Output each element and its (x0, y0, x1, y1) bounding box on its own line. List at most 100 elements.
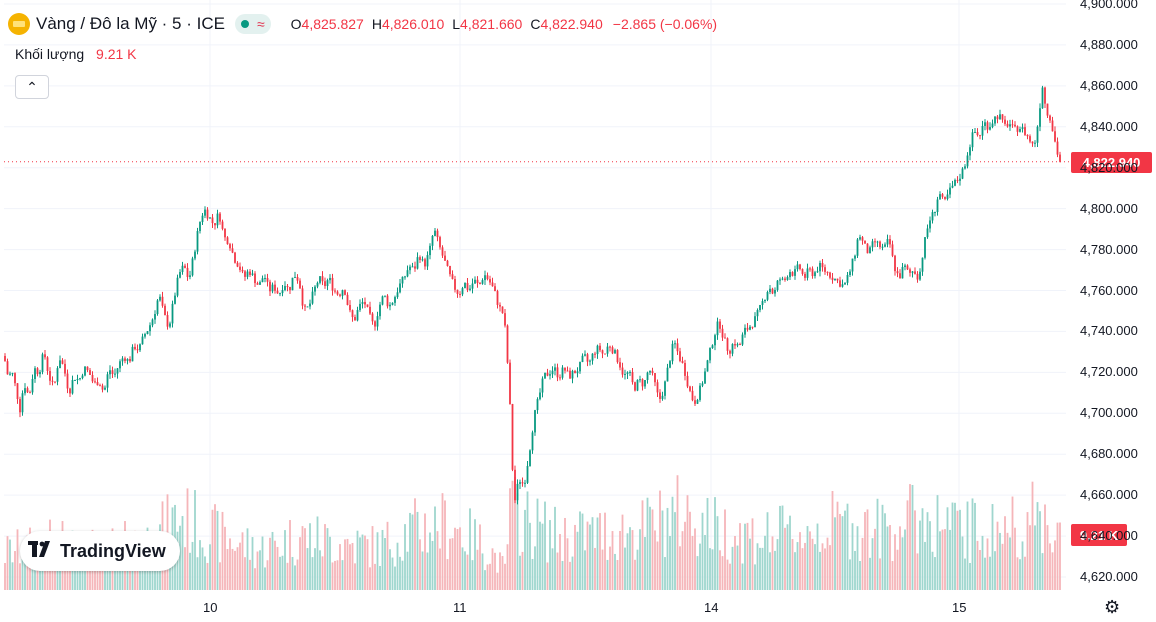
candle-body (1026, 134, 1029, 137)
volume-bar (291, 556, 294, 590)
volume-bar (719, 550, 721, 590)
candle-body (786, 277, 789, 280)
candle-body (14, 373, 16, 384)
volume-bar (154, 564, 156, 590)
candle-body (814, 272, 816, 277)
candle-body (94, 381, 96, 383)
volume-bar (129, 568, 131, 590)
volume-bar (421, 551, 424, 590)
volume-bar (874, 528, 876, 590)
candle-body (19, 399, 21, 413)
candle-body (149, 325, 151, 332)
candle-body (824, 267, 826, 272)
volume-bar (346, 538, 349, 590)
candle-body (596, 345, 599, 355)
candle-body (306, 306, 309, 308)
volume-bar (369, 567, 371, 590)
candle-body (611, 347, 614, 354)
volume-bar (409, 512, 411, 590)
volume-bar (691, 535, 694, 590)
candle-body (1011, 124, 1014, 126)
candle-body (304, 305, 306, 307)
collapse-legend-button[interactable]: ⌃ (15, 75, 49, 99)
candle-body (686, 375, 689, 387)
candle-body (399, 283, 401, 293)
volume-bar (264, 567, 266, 590)
volume-bar (249, 559, 251, 590)
volume-bar (76, 563, 79, 590)
candle-body (391, 302, 394, 305)
volume-bar (599, 513, 601, 590)
candle-body (181, 265, 184, 273)
candle-body (339, 294, 341, 296)
market-status[interactable]: ≈ (234, 14, 271, 34)
candle-body (234, 252, 236, 263)
candle-body (754, 316, 756, 328)
volume-bar (549, 520, 551, 590)
volume-bar (726, 559, 729, 590)
price-tick-label: 4,800.000 (1080, 200, 1138, 216)
volume-bar (961, 536, 964, 590)
candle-body (316, 282, 319, 287)
volume-bar (491, 548, 494, 590)
candle-body (79, 378, 81, 380)
volume-bar (456, 529, 459, 590)
candle-body (114, 373, 116, 375)
candle-body (721, 328, 724, 338)
volume-bar (299, 537, 301, 590)
volume-legend[interactable]: Khối lượng 9.21 K (15, 46, 137, 62)
candle-body (871, 241, 874, 248)
candle-body (569, 370, 571, 379)
volume-bar (779, 505, 781, 590)
candle-body (579, 362, 581, 372)
candle-body (379, 304, 381, 317)
settings-icon[interactable]: ⚙ (1104, 597, 1121, 617)
volume-bar (824, 548, 826, 590)
candle-body (371, 313, 374, 322)
volume-bar (426, 552, 429, 590)
tradingview-logo[interactable]: TradingView (20, 531, 180, 571)
volume-bar (179, 525, 181, 590)
chevron-up-icon: ⌃ (26, 78, 38, 95)
volume-bar (431, 540, 434, 590)
candle-body (864, 240, 866, 244)
candle-body (951, 185, 954, 188)
candle-body (696, 399, 699, 404)
volume-bar (814, 544, 816, 590)
candle-body (714, 335, 716, 346)
volume-bar (16, 529, 19, 590)
candle-body (674, 343, 676, 345)
volume-bar (219, 562, 221, 590)
volume-bar (806, 526, 809, 590)
volume-bar (721, 556, 724, 590)
volume-bar (474, 519, 476, 590)
volume-bar (651, 509, 654, 590)
candle-body (809, 268, 811, 270)
volume-bar (479, 524, 481, 590)
candle-body (846, 275, 849, 283)
volume-bar (914, 510, 916, 590)
candle-body (481, 280, 484, 284)
candle-body (629, 371, 631, 373)
candle-body (521, 482, 524, 484)
candle-body (929, 220, 931, 229)
volume-bar (656, 541, 659, 590)
volume-bar (176, 531, 179, 590)
candle-body (966, 155, 969, 167)
candle-body (914, 271, 916, 274)
candle-body (299, 280, 301, 289)
candle-body (426, 255, 429, 267)
volume-bar (1019, 559, 1021, 590)
candle-body (851, 258, 854, 272)
volume-bar (151, 564, 154, 590)
candle-body (421, 259, 424, 261)
candle-body (571, 370, 574, 379)
candle-body (614, 350, 616, 354)
volume-bar (616, 560, 619, 590)
candle-body (961, 168, 964, 179)
candle-body (66, 373, 69, 389)
volume-bar (646, 497, 649, 590)
candle-body (231, 248, 234, 253)
symbol-title[interactable]: Vàng / Đô la Mỹ · 5 · ICE (36, 14, 225, 33)
